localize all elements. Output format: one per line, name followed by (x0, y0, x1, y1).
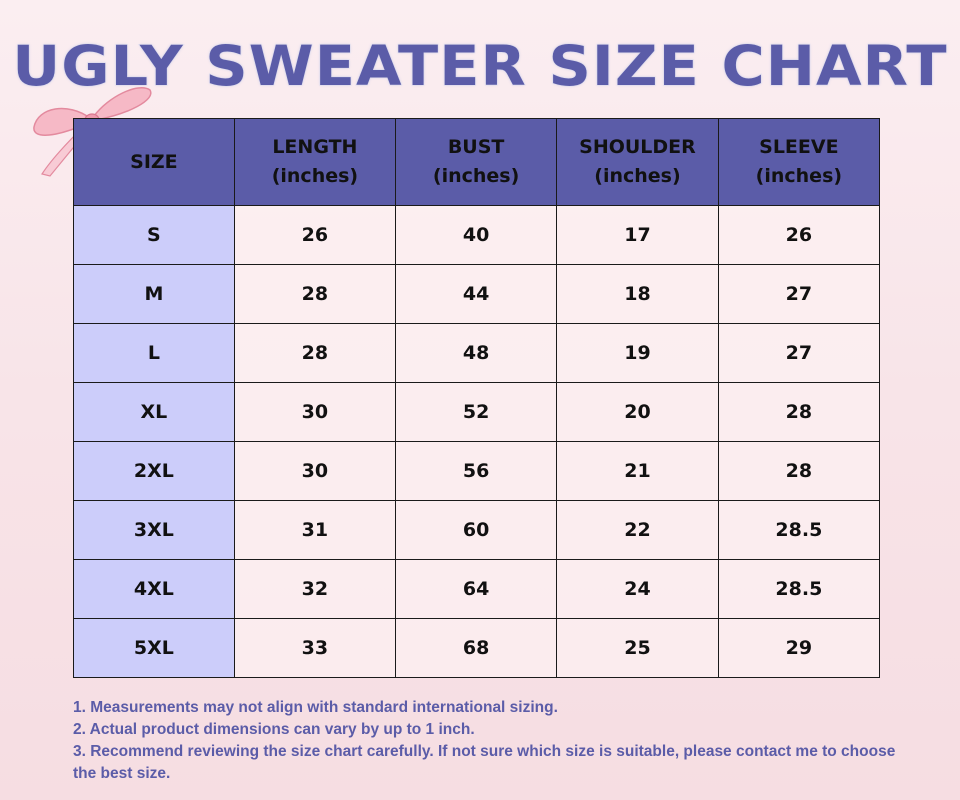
measurement-cell: 33 (233, 618, 397, 678)
column-header-size: SIZE (73, 118, 235, 206)
column-header-unit: (inches) (271, 165, 359, 187)
measurement-cell: 56 (394, 441, 558, 501)
size-cell: L (73, 323, 235, 383)
note-1: 1. Measurements may not align with stand… (73, 699, 558, 716)
size-cell: 2XL (73, 441, 235, 501)
measurement-cell: 60 (394, 500, 558, 560)
measurement-cell: 20 (556, 382, 719, 442)
measurement-cell: 28 (233, 323, 397, 383)
column-header-unit: (inches) (594, 165, 681, 187)
size-cell: 5XL (73, 618, 235, 678)
column-header-label: SHOULDER (579, 136, 696, 158)
measurement-cell: 22 (556, 500, 719, 560)
table-row: XL 30 52 20 28 (73, 382, 881, 442)
page-title: UGLY SWEATER SIZE CHART (12, 33, 948, 99)
column-header-length: LENGTH (inches) (233, 118, 397, 206)
measurement-cell: 19 (556, 323, 719, 383)
column-header-shoulder: SHOULDER (inches) (556, 118, 719, 206)
size-cell: XL (73, 382, 235, 442)
notes: 1. Measurements may not align with stand… (73, 697, 903, 785)
table-row: S 26 40 17 26 (73, 205, 881, 265)
table-row: M 28 44 18 27 (73, 264, 881, 324)
column-header-label: SIZE (130, 150, 178, 173)
measurement-cell: 17 (556, 205, 719, 265)
column-header-label: LENGTH (272, 136, 358, 158)
measurement-cell: 28 (717, 382, 881, 442)
measurement-cell: 68 (394, 618, 558, 678)
column-header-label: BUST (447, 136, 505, 158)
measurement-cell: 30 (233, 382, 397, 442)
column-header-bust: BUST (inches) (394, 118, 558, 206)
measurement-cell: 31 (233, 500, 397, 560)
note-3: 3. Recommend reviewing the size chart ca… (73, 743, 896, 782)
header-row: SIZE LENGTH (inches) BUST (inches) SHOULDER (i… (73, 118, 881, 206)
size-cell: S (73, 205, 235, 265)
measurement-cell: 44 (394, 264, 558, 324)
note-2: 2. Actual product dimensions can vary by… (73, 721, 475, 738)
table-row: 3XL 31 60 22 28.5 (73, 500, 881, 560)
measurement-cell: 28 (233, 264, 397, 324)
table-row: 5XL 33 68 25 29 (73, 618, 881, 678)
measurement-cell: 48 (394, 323, 558, 383)
measurement-cell: 18 (556, 264, 719, 324)
measurement-cell: 40 (394, 205, 558, 265)
measurement-cell: 21 (556, 441, 719, 501)
column-header-unit: (inches) (432, 165, 520, 187)
column-header-label: SLEEVE (759, 136, 839, 158)
measurement-cell: 26 (233, 205, 397, 265)
measurement-cell: 29 (717, 618, 881, 678)
measurement-cell: 28.5 (717, 559, 881, 619)
table-row: L 28 48 19 27 (73, 323, 881, 383)
measurement-cell: 27 (717, 264, 881, 324)
table-row: 2XL 30 56 21 28 (73, 441, 881, 501)
measurement-cell: 28 (717, 441, 881, 501)
column-header-unit: (inches) (755, 165, 843, 187)
measurement-cell: 28.5 (717, 500, 881, 560)
measurement-cell: 27 (717, 323, 881, 383)
size-chart-table: SIZE LENGTH (inches) BUST (inches) SHOULDER (i… (73, 118, 881, 678)
measurement-cell: 24 (556, 559, 719, 619)
measurement-cell: 64 (394, 559, 558, 619)
measurement-cell: 25 (556, 618, 719, 678)
measurement-cell: 32 (233, 559, 397, 619)
size-cell: 4XL (73, 559, 235, 619)
column-header-sleeve: SLEEVE (inches) (717, 118, 881, 206)
table-row: 4XL 32 64 24 28.5 (73, 559, 881, 619)
measurement-cell: 52 (394, 382, 558, 442)
measurement-cell: 26 (717, 205, 881, 265)
size-cell: M (73, 264, 235, 324)
size-cell: 3XL (73, 500, 235, 560)
measurement-cell: 30 (233, 441, 397, 501)
